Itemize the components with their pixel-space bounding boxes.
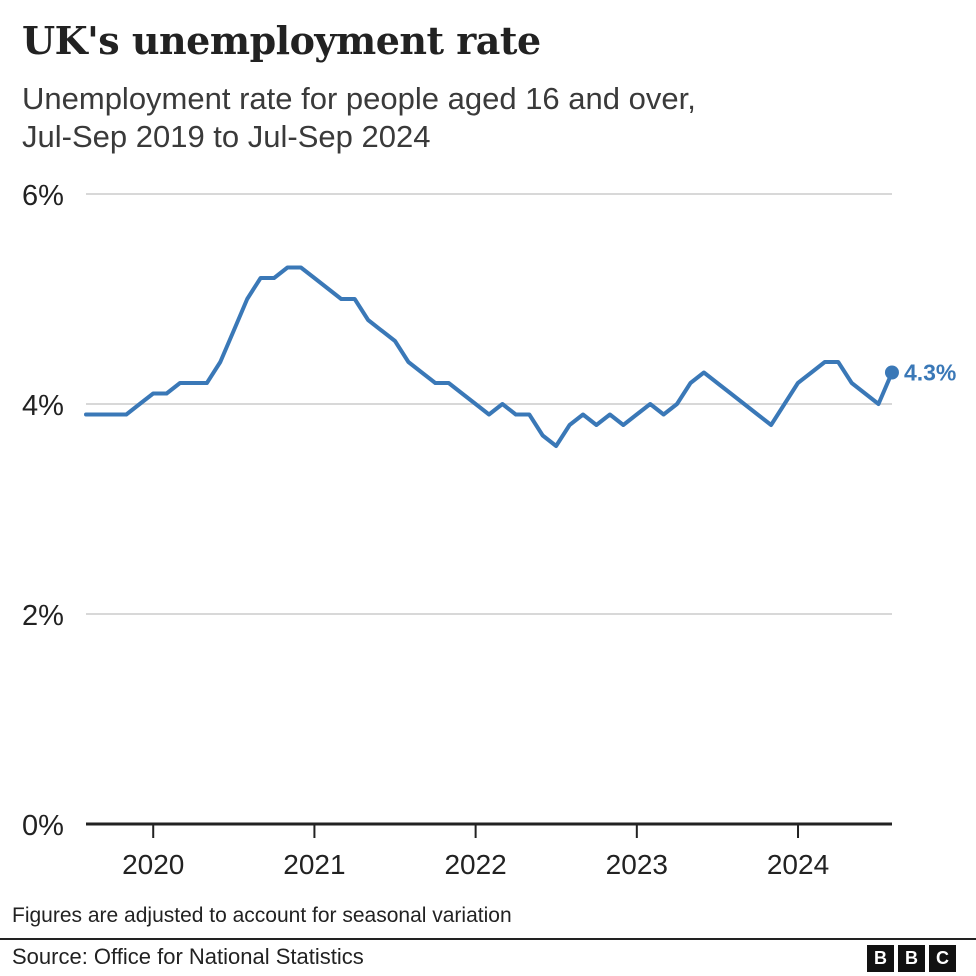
bbc-logo-letter: B [867, 945, 894, 972]
subtitle-line-2: Jul-Sep 2019 to Jul-Sep 2024 [22, 119, 431, 154]
y-tick-label: 2% [22, 600, 64, 632]
chart-subtitle: Unemployment rate for people aged 16 and… [22, 80, 952, 156]
x-tick-label: 2020 [122, 849, 184, 880]
subtitle-line-1: Unemployment rate for people aged 16 and… [22, 81, 696, 116]
y-tick-label: 4% [22, 390, 64, 422]
series-line [84, 265, 894, 448]
y-tick-label: 6% [22, 180, 64, 212]
x-tick-label: 2024 [767, 849, 829, 880]
y-tick-label: 0% [22, 810, 64, 842]
chart-title: UK's unemployment rate [22, 18, 541, 63]
seasonal-note: Figures are adjusted to account for seas… [12, 904, 512, 927]
bbc-logo-letter: B [898, 945, 925, 972]
x-tick-label: 2022 [444, 849, 506, 880]
source-credit: Source: Office for National Statistics [12, 944, 364, 969]
bbc-logo-letter: C [929, 945, 956, 972]
footer-divider [0, 938, 976, 940]
end-point-marker [884, 365, 899, 380]
x-tick-label: 2023 [606, 849, 668, 880]
bbc-logo: B B C [867, 945, 956, 972]
x-tick-label: 2021 [283, 849, 345, 880]
end-value-label: 4.3% [904, 360, 956, 386]
line-chart: 0% 2% 4% 6% 2020 2021 2022 2023 2024 4.3% [22, 180, 956, 880]
